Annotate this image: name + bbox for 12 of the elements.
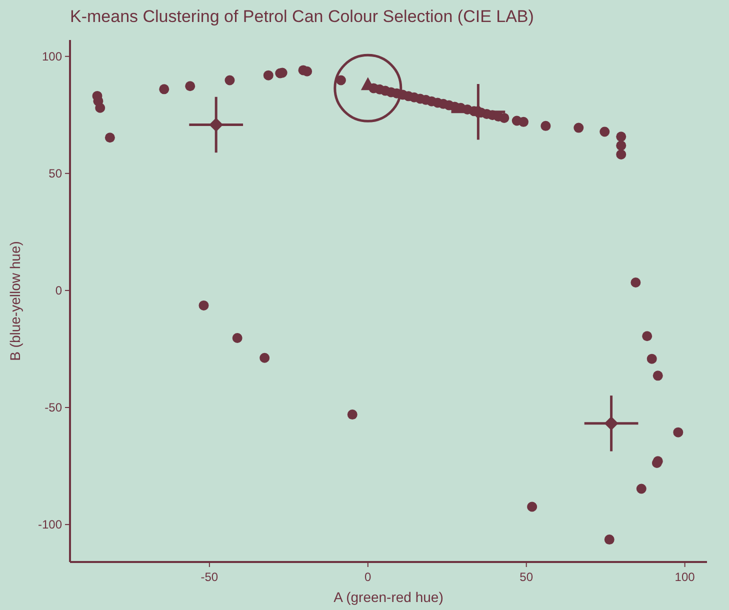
x-tick-label: 100: [674, 570, 696, 584]
y-tick-label: 100: [42, 50, 62, 64]
chart-title: K-means Clustering of Petrol Can Colour Selection (CIE LAB): [70, 7, 534, 26]
x-tick-label: 50: [520, 570, 534, 584]
x-tick-label: -50: [200, 570, 218, 584]
y-tick-label: -100: [38, 518, 62, 532]
y-tick-label: -50: [44, 400, 62, 415]
y-axis-title: B (blue-yellow hue): [7, 241, 23, 361]
y-tick-label: 50: [48, 166, 62, 181]
y-tick-label: 0: [55, 284, 62, 298]
x-axis-title: A (green-red hue): [334, 589, 444, 605]
x-tick-label: 0: [364, 570, 372, 584]
